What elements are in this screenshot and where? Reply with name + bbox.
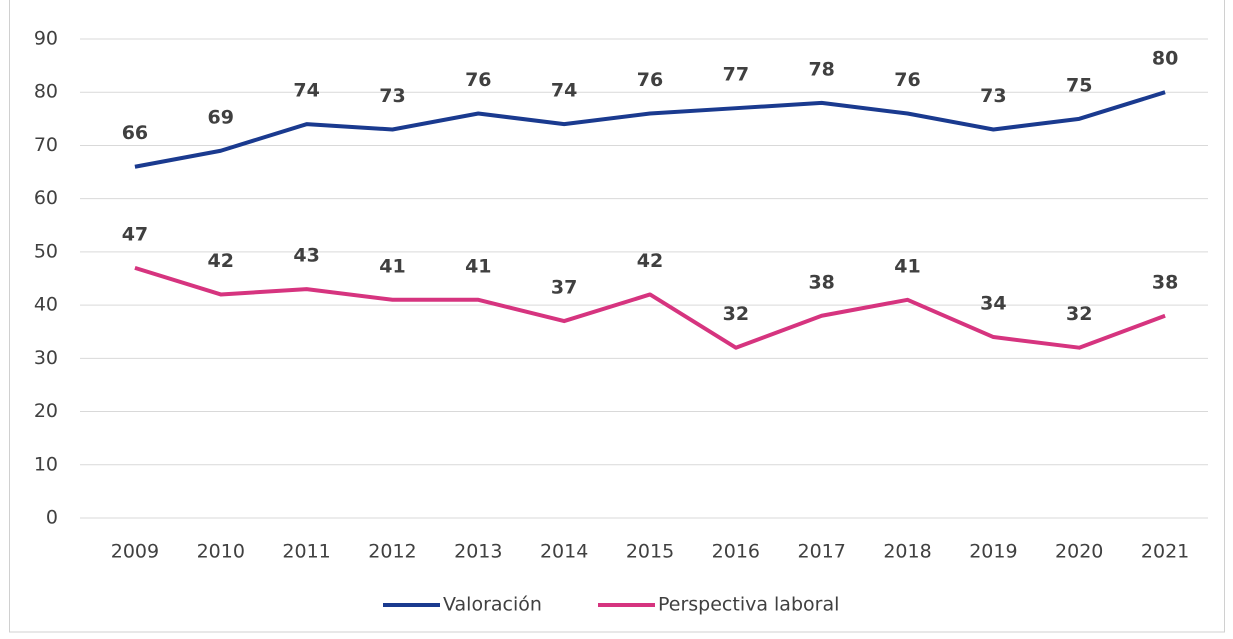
data-label: 38 <box>808 271 834 293</box>
data-label: 80 <box>1152 48 1178 70</box>
y-tick-label: 20 <box>34 400 58 422</box>
data-label: 43 <box>293 245 319 267</box>
data-label: 41 <box>894 255 920 277</box>
data-label: 74 <box>551 80 577 102</box>
line-series <box>134 90 1166 169</box>
y-tick-label: 0 <box>46 507 58 529</box>
data-label: 74 <box>293 80 319 102</box>
x-tick-label: 2011 <box>282 541 330 563</box>
data-label: 66 <box>122 122 148 144</box>
data-label: 73 <box>980 85 1006 107</box>
x-tick-label: 2010 <box>197 541 245 563</box>
data-label: 42 <box>208 250 234 272</box>
data-label: 69 <box>208 106 234 128</box>
x-tick-label: 2013 <box>454 541 502 563</box>
data-label: 38 <box>1152 271 1178 293</box>
y-tick-label: 80 <box>34 81 58 103</box>
x-tick-label: 2020 <box>1055 541 1103 563</box>
x-tick-label: 2017 <box>798 541 846 563</box>
data-label: 41 <box>379 255 405 277</box>
y-tick-label: 10 <box>34 453 58 475</box>
x-tick-label: 2019 <box>969 541 1017 563</box>
x-tick-label: 2012 <box>368 541 416 563</box>
x-tick-label: 2021 <box>1141 541 1189 563</box>
data-label: 76 <box>465 69 491 91</box>
data-label: 32 <box>1066 303 1092 325</box>
x-tick-label: 2018 <box>883 541 931 563</box>
y-tick-label: 60 <box>34 187 58 209</box>
x-tick-label: 2016 <box>712 541 760 563</box>
chart-frame <box>9 0 1225 633</box>
data-label: 37 <box>551 277 577 299</box>
data-label: 41 <box>465 255 491 277</box>
data-label: 42 <box>637 250 663 272</box>
data-label: 47 <box>122 223 148 245</box>
x-tick-label: 2009 <box>111 541 159 563</box>
data-label: 77 <box>723 64 749 86</box>
data-label: 32 <box>723 303 749 325</box>
data-label: 75 <box>1066 74 1092 96</box>
data-label: 78 <box>808 58 834 80</box>
data-label: 76 <box>894 69 920 91</box>
data-label: 76 <box>637 69 663 91</box>
y-tick-label: 30 <box>34 347 58 369</box>
legend-label: Perspectiva laboral <box>658 594 839 616</box>
data-label: 73 <box>379 85 405 107</box>
line-series <box>134 265 1166 350</box>
y-tick-label: 90 <box>34 28 58 50</box>
y-tick-label: 50 <box>34 240 58 262</box>
y-tick-label: 70 <box>34 134 58 156</box>
legend-label: Valoración <box>443 594 542 616</box>
y-tick-label: 40 <box>34 294 58 316</box>
x-tick-label: 2015 <box>626 541 674 563</box>
data-label: 34 <box>980 293 1006 315</box>
x-tick-label: 2014 <box>540 541 588 563</box>
